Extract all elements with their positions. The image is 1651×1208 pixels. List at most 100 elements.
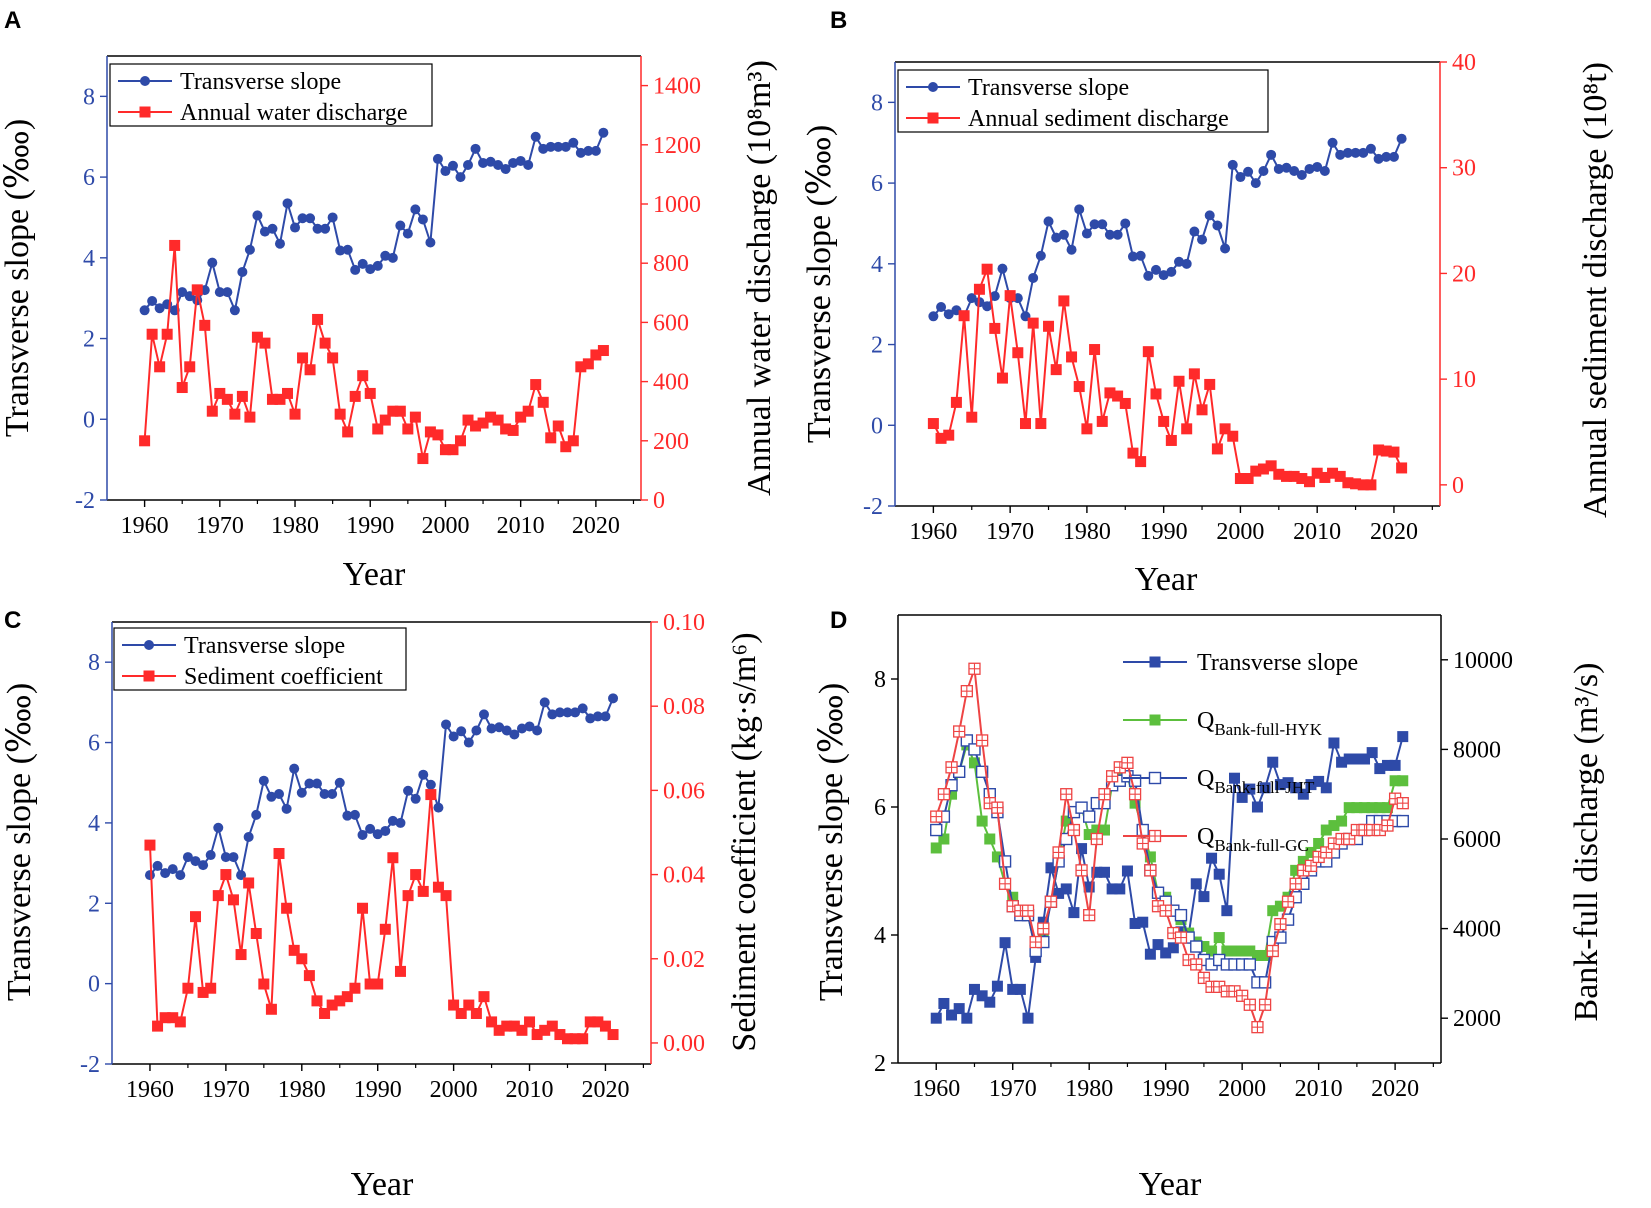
data-point [1327,137,1338,148]
data-point [996,372,1008,384]
data-point [327,788,338,799]
data-point [1098,824,1110,836]
data-point [1121,865,1133,877]
data-point [176,382,188,394]
x-tick-label: 2000 [1216,519,1264,545]
y-axis-label-left: Transverse slope (‱) [801,125,838,443]
data-point [1198,891,1210,903]
data-point [365,823,376,834]
data-point [365,264,376,275]
data-point [1142,346,1154,358]
x-tick-label: 1970 [196,513,244,539]
data-point [1075,864,1088,877]
data-point [296,787,307,798]
data-point [478,991,490,1003]
data-point [312,223,323,234]
data-point [1067,823,1081,837]
data-point [1359,802,1371,814]
y-left-tick-label: 0 [83,407,95,433]
data-point [532,725,543,736]
data-point [1052,846,1065,859]
data-point [1098,788,1111,801]
data-point [357,370,369,382]
data-point [1028,272,1039,283]
data-point [1273,163,1284,174]
data-point [1190,940,1203,953]
data-point [1266,944,1279,958]
panel-label: B [830,7,847,34]
data-point [1243,998,1256,1011]
y-right-tick-label: 600 [653,310,689,336]
y-left-tick-label: 8 [871,90,883,116]
data-point [1381,802,1393,814]
data-point [1374,802,1386,814]
data-point [410,204,421,215]
data-point [395,817,406,828]
data-point [600,711,611,722]
data-point [410,793,421,804]
data-point [252,210,263,221]
data-point [485,411,497,423]
data-point [1044,895,1058,908]
data-point [1127,251,1138,262]
data-point [1104,387,1116,399]
data-point [1219,423,1231,435]
data-point [560,141,571,152]
data-point [342,810,353,821]
data-point [258,775,269,786]
data-point [1343,832,1356,846]
data-point [1060,815,1072,827]
panel-label: A [4,7,21,34]
data-point [1121,756,1134,769]
data-point [1273,468,1285,480]
y-right-tick-label: 2000 [1453,1006,1501,1032]
data-point [486,723,497,734]
y-axis-label-right: Annual water discharge (10⁸m³) [741,60,778,496]
x-tick-label: 1970 [989,1076,1037,1102]
data-point [938,997,950,1009]
data-point [197,986,209,998]
data-point [380,250,391,261]
data-point [139,305,150,316]
data-point [296,953,308,965]
y-left-tick-label: 6 [874,795,886,821]
data-point [1060,883,1072,895]
legend-label: QBank-full-HYK [1197,708,1323,739]
data-point [274,788,285,799]
data-point [297,213,308,224]
data-point [539,697,550,708]
data-point [1029,935,1042,949]
data-point [1313,775,1325,787]
data-point [1166,266,1177,277]
data-point [524,1016,536,1028]
data-point [1373,444,1385,456]
x-tick-label: 2010 [1293,519,1341,545]
data-point [139,435,151,447]
legend-marker [1149,714,1161,726]
y-axis-label-left: Transverse slope (‱) [813,683,850,1001]
data-point [1297,788,1309,800]
data-point [418,769,429,780]
data-point [448,999,460,1011]
data-point [1160,947,1172,959]
data-point [1235,172,1246,183]
data-point [220,869,232,881]
data-point [1288,470,1300,482]
data-point [220,852,231,863]
data-point [501,725,512,736]
data-point [364,978,376,990]
data-point [1174,908,1188,922]
data-point [998,855,1012,868]
y-left-tick-label: 6 [83,165,95,191]
data-point [1043,216,1054,227]
y-right-tick-label: 8000 [1453,737,1501,763]
data-point [424,426,436,438]
data-point [266,393,278,405]
data-point [1244,945,1256,957]
data-point [1281,162,1292,173]
data-point [598,127,609,138]
data-point [1143,270,1154,281]
y-left-tick-label: 2 [871,333,883,359]
data-point [167,1012,179,1024]
data-point [478,709,489,720]
